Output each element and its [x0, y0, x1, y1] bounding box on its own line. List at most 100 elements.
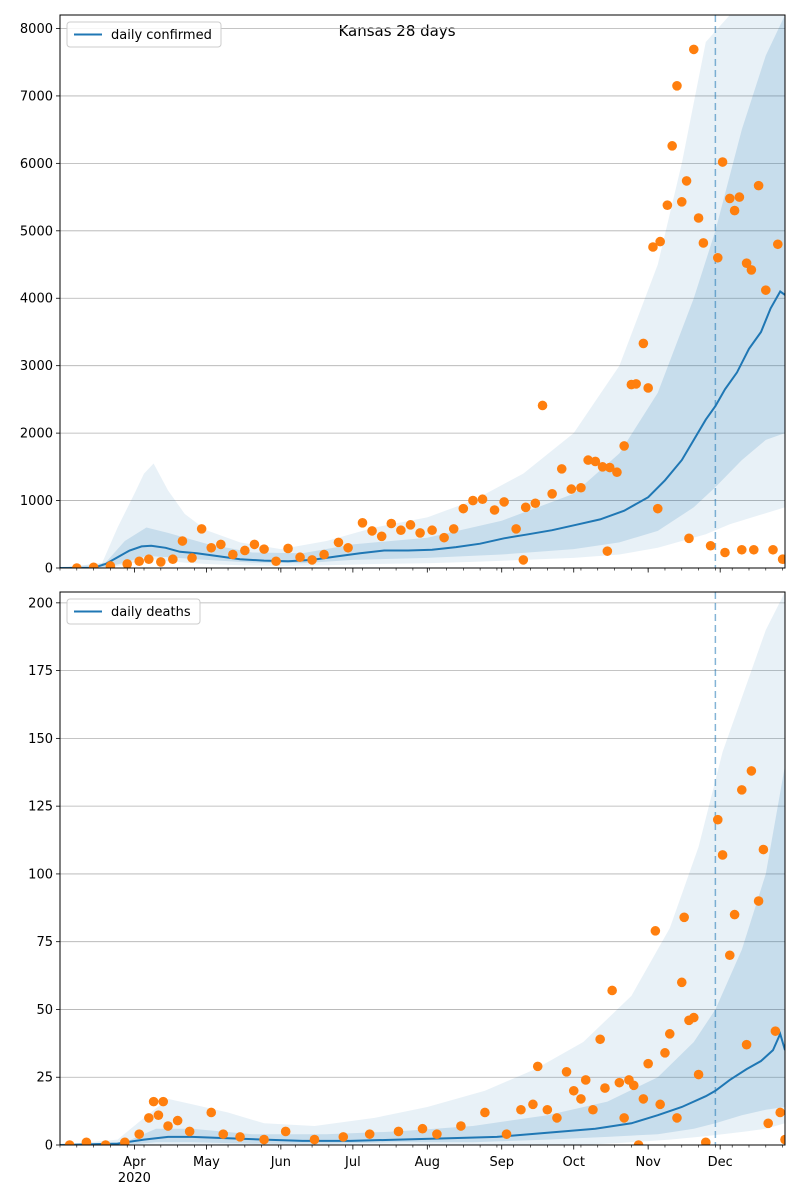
data-point — [64, 1140, 75, 1145]
data-point — [367, 526, 377, 536]
data-point — [741, 1039, 752, 1050]
data-point — [319, 549, 329, 560]
data-point — [134, 556, 145, 567]
data-point — [235, 1132, 245, 1142]
data-point — [638, 1094, 649, 1104]
data-point — [729, 205, 740, 216]
data-point — [448, 524, 459, 534]
data-point — [698, 238, 709, 248]
data-point — [664, 1029, 675, 1039]
data-point — [588, 1104, 598, 1115]
data-point — [283, 543, 293, 554]
data-point — [748, 544, 759, 555]
data-point — [177, 536, 188, 546]
y-tick-label: 5000 — [20, 224, 53, 239]
data-point — [724, 193, 735, 204]
data-point — [396, 525, 406, 536]
data-point — [158, 1096, 169, 1107]
uncertainty-band — [60, 15, 785, 568]
data-point — [187, 553, 197, 563]
data-point — [333, 537, 344, 548]
data-point — [295, 552, 305, 563]
data-point — [105, 561, 116, 568]
data-point — [122, 559, 133, 568]
data-point — [736, 544, 747, 555]
y-tick-label: 8000 — [20, 22, 53, 37]
data-point — [712, 252, 723, 263]
data-point — [144, 1113, 154, 1123]
data-point — [511, 524, 521, 534]
data-point — [468, 495, 478, 506]
data-point — [516, 1104, 526, 1115]
y-tick-label: 2000 — [20, 427, 53, 442]
data-point — [520, 502, 531, 513]
data-point — [693, 213, 704, 223]
y-tick-label: 0 — [45, 562, 53, 577]
data-point — [652, 503, 663, 514]
uncertainty-band — [60, 765, 785, 1145]
x-tick-label: Oct — [562, 1155, 584, 1170]
data-point — [100, 1140, 111, 1145]
data-point — [501, 1129, 512, 1139]
legend-label: daily confirmed — [111, 28, 212, 43]
data-point — [480, 1107, 490, 1118]
data-point — [741, 258, 752, 268]
data-point — [753, 180, 764, 191]
data-point — [672, 81, 682, 91]
data-point — [196, 524, 207, 534]
data-point — [259, 544, 269, 554]
y-tick-label: 0 — [45, 1139, 53, 1154]
data-point — [648, 242, 658, 252]
data-point — [547, 489, 557, 499]
data-point — [660, 1048, 670, 1058]
x-tick-label: Jun — [270, 1155, 291, 1170]
data-point — [619, 441, 629, 451]
data-point — [724, 950, 735, 961]
cases-panel: 0 1000 2000 3000 4000 5000 6000 7000 8000 daily c… — [20, 14, 786, 577]
data-point — [595, 1034, 605, 1045]
data-point — [662, 200, 673, 210]
data-point — [712, 814, 723, 825]
data-point — [309, 1134, 320, 1145]
data-point — [364, 1129, 375, 1139]
data-point — [631, 379, 641, 389]
data-point — [556, 464, 567, 474]
plot-area — [60, 592, 785, 1145]
data-point — [206, 542, 217, 553]
series-line — [60, 290, 785, 568]
data-point — [456, 1121, 466, 1131]
series-line — [60, 1031, 785, 1145]
data-point — [604, 462, 615, 473]
x-tick-label: Dec — [708, 1155, 733, 1170]
data-point — [717, 157, 728, 167]
data-point — [338, 1132, 349, 1142]
data-point — [720, 547, 730, 558]
x-tick-label: Sep — [489, 1155, 514, 1170]
data-point — [216, 539, 226, 550]
data-point — [768, 544, 778, 555]
y-tick-label: 100 — [28, 867, 53, 882]
data-point — [163, 1121, 173, 1131]
data-point — [530, 498, 541, 509]
data-point — [156, 557, 166, 567]
chart-title: Kansas 28 days — [338, 22, 455, 40]
data-point — [144, 554, 154, 565]
y-tick-label: 125 — [28, 800, 53, 815]
y-tick-label: 1000 — [20, 494, 53, 509]
data-point — [218, 1129, 229, 1139]
plot-area — [60, 15, 785, 568]
data-point — [746, 766, 757, 776]
y-tick-label: 75 — [36, 935, 53, 950]
data-point — [376, 531, 387, 542]
y-tick-label: 7000 — [20, 89, 53, 104]
data-point — [753, 896, 764, 906]
axes-frame — [59, 14, 786, 569]
x-tick-label: Aug — [415, 1155, 440, 1170]
y-tick-label: 3000 — [20, 359, 53, 374]
data-point — [600, 1083, 610, 1093]
data-point — [307, 555, 317, 565]
data-point — [760, 285, 771, 295]
data-point — [650, 926, 661, 936]
x-tick-label: May — [193, 1155, 220, 1170]
data-point — [576, 1094, 586, 1104]
